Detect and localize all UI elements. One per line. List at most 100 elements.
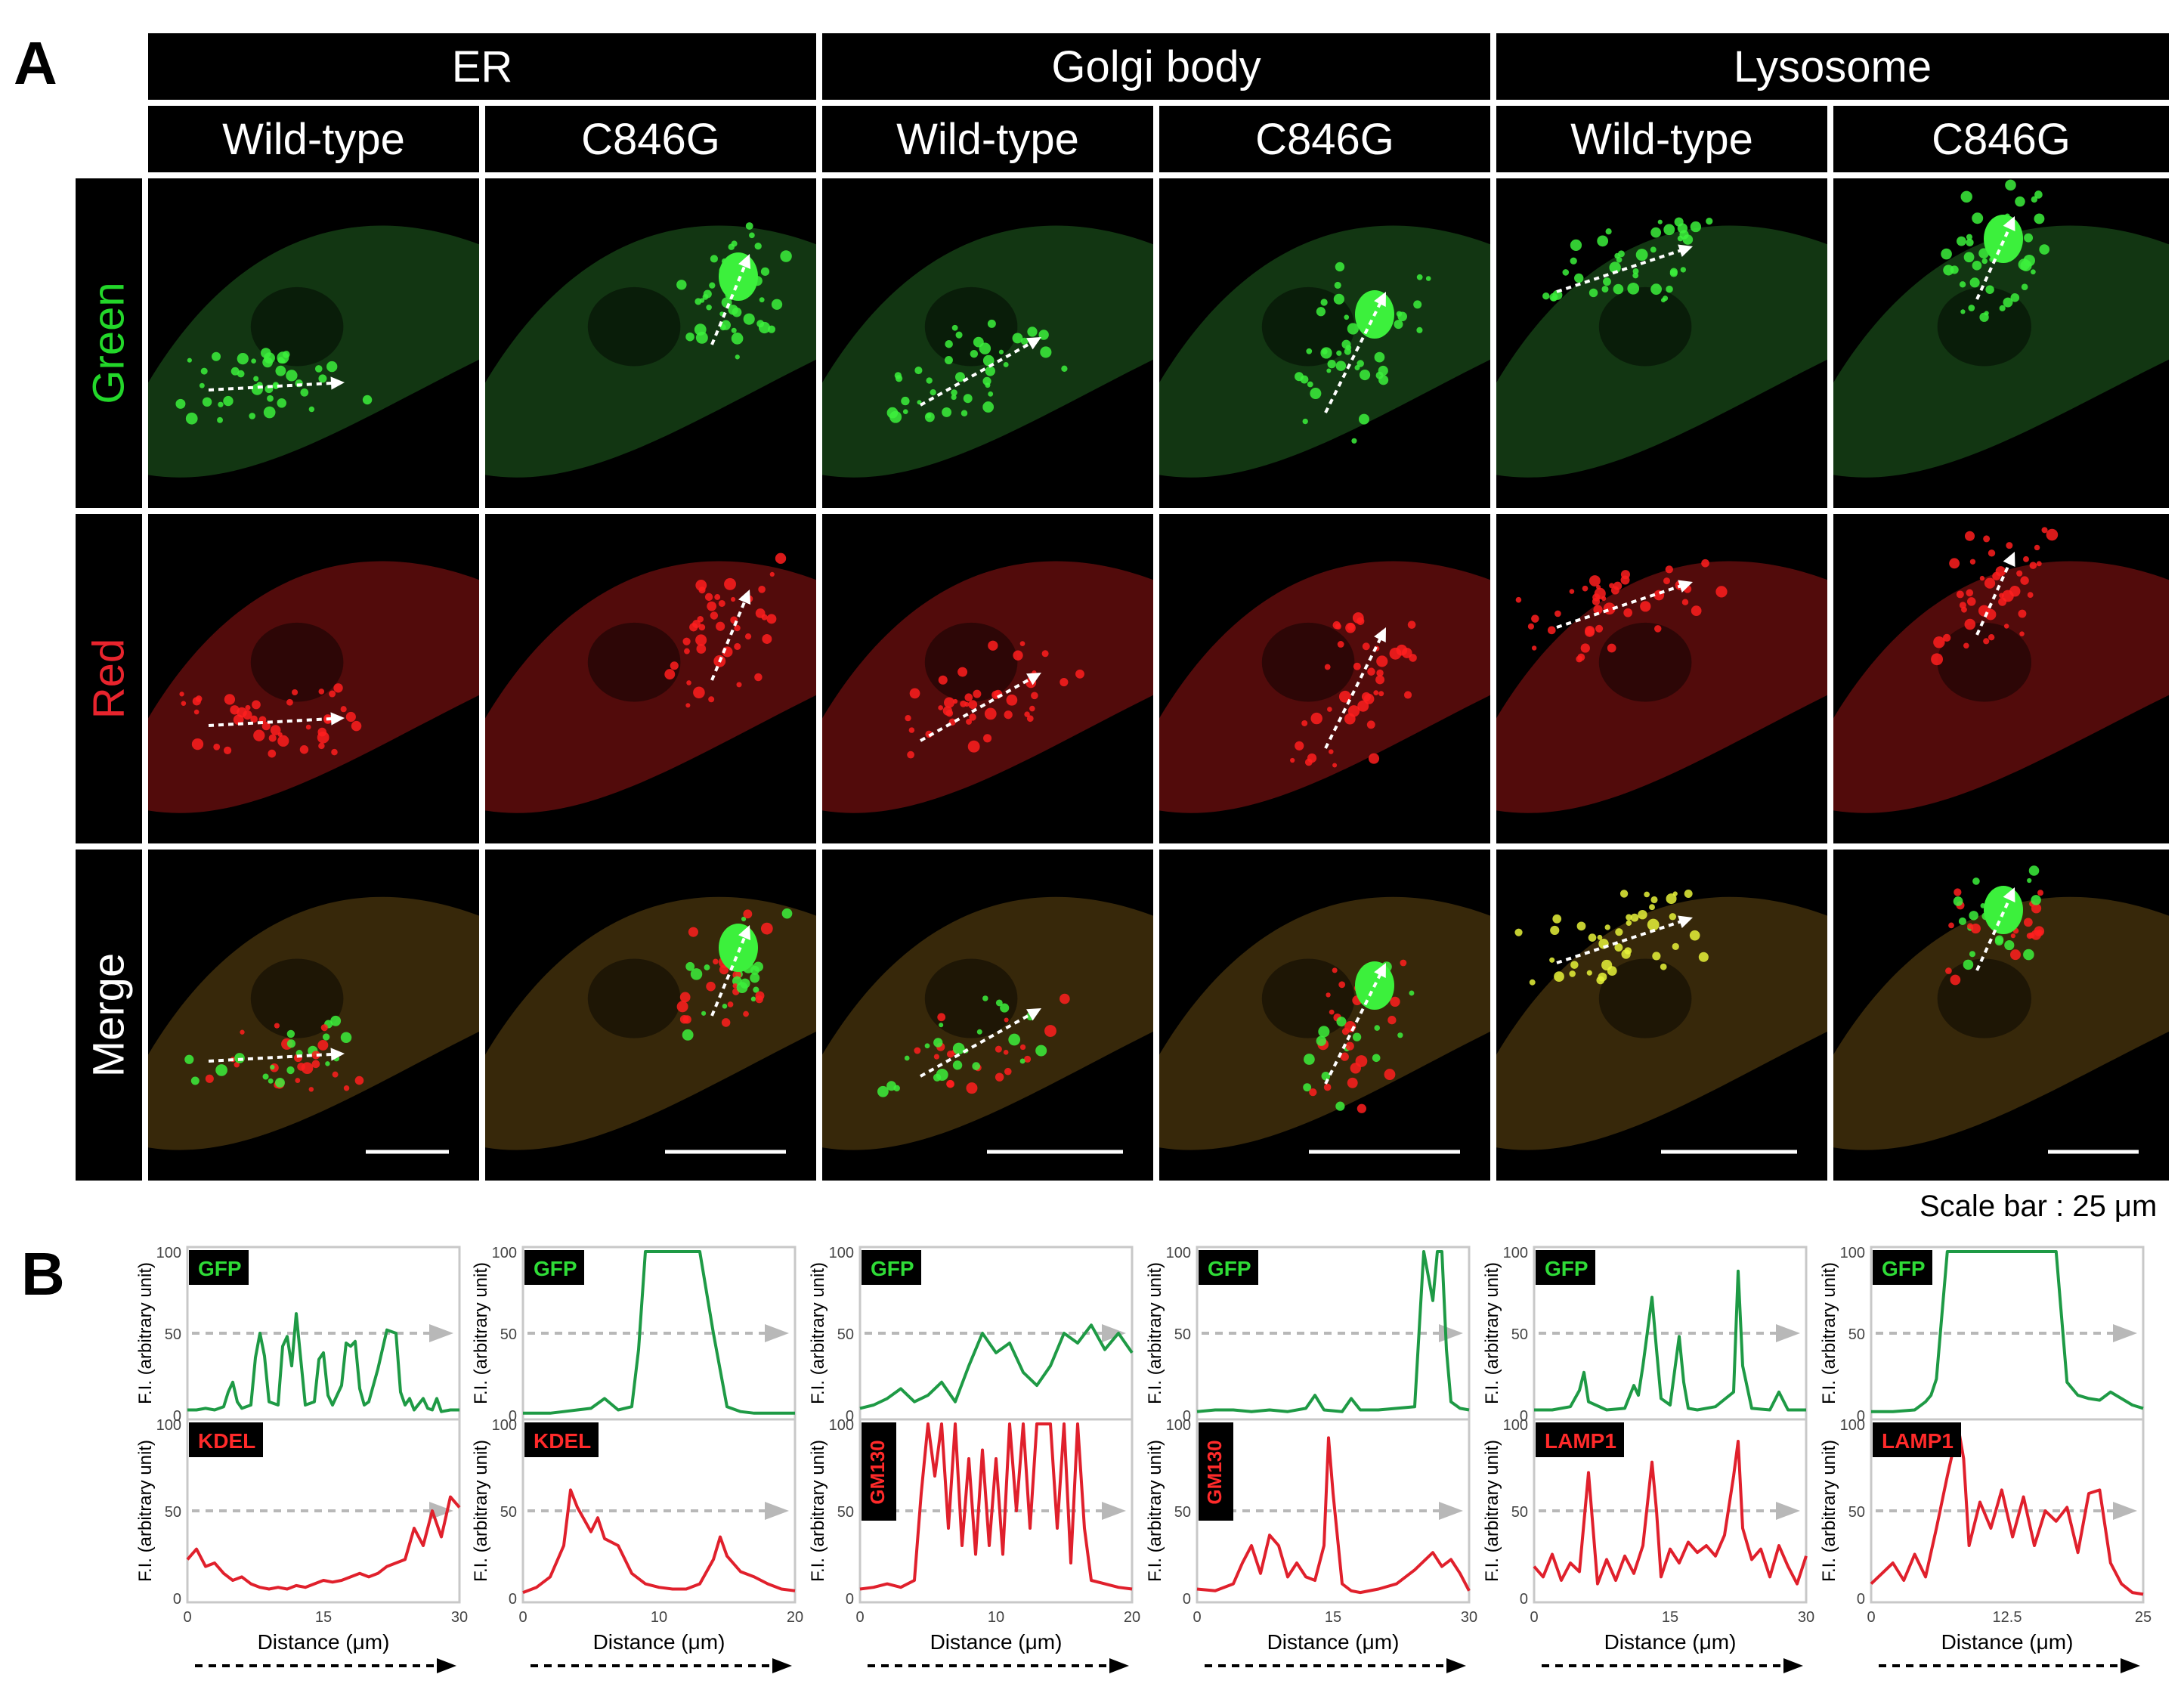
fluorescent-puncta (1376, 655, 1388, 667)
fluorescent-puncta (758, 321, 771, 334)
fluorescent-puncta (1657, 219, 1663, 224)
fluorescent-puncta (987, 319, 996, 328)
fluorescent-puncta (1672, 942, 1679, 950)
arrowhead (2003, 887, 2015, 902)
fluorescent-puncta (318, 689, 325, 695)
fluorescent-puncta (1585, 625, 1595, 636)
fluorescent-puncta (1549, 957, 1555, 963)
condition-header: Wild-type (148, 106, 479, 172)
fluorescent-puncta (340, 706, 347, 713)
x-axis-label: Distance (μm) (593, 1630, 725, 1654)
y-tick-label: 50 (837, 1504, 854, 1521)
cell-body (485, 561, 816, 813)
fluorescent-puncta (966, 718, 972, 725)
line-scan-arrow (1556, 247, 1685, 293)
distance-arrowhead (1109, 1658, 1129, 1673)
fluorescent-puncta (1640, 601, 1651, 612)
fluorescent-puncta (2031, 895, 2041, 905)
fluorescent-puncta (1301, 720, 1308, 726)
fluorescent-puncta (2036, 561, 2042, 567)
arrowhead (738, 590, 751, 605)
intensity-line-gfp (187, 1312, 459, 1413)
fluorescent-puncta (714, 594, 721, 600)
fluorescent-puncta (1322, 348, 1328, 355)
micrograph-red-lysosome-c846g (1833, 514, 2169, 843)
fluorescent-puncta (1979, 312, 1989, 322)
nucleus (250, 286, 344, 367)
panel-b-label: B (21, 1240, 65, 1308)
fluorescent-puncta (275, 1078, 285, 1088)
fluorescent-puncta (1706, 218, 1713, 225)
fluorescent-puncta (191, 738, 204, 751)
fluorescent-puncta (731, 333, 744, 345)
fluorescent-puncta (1003, 1050, 1009, 1055)
fluorescent-puncta (731, 327, 737, 333)
marker-tag: LAMP1 (1545, 1429, 1616, 1453)
fluorescent-puncta (985, 382, 991, 388)
fluorescent-puncta (685, 961, 695, 971)
fluorescent-puncta (1972, 877, 1980, 885)
fluorescent-puncta (263, 406, 276, 419)
line-scan-arrow (1324, 298, 1384, 413)
fluorescent-puncta (308, 406, 315, 413)
fluorescent-puncta (1347, 623, 1355, 631)
fluorescent-puncta (1650, 896, 1658, 904)
fluorescent-puncta (1619, 890, 1629, 898)
fluorescent-puncta (679, 992, 691, 1003)
fluorescent-puncta (697, 615, 704, 623)
fluorescent-puncta (1609, 262, 1621, 274)
fluorescent-puncta (1359, 369, 1371, 381)
fluorescent-puncta (753, 986, 759, 993)
micrograph-red-er-c846g (485, 514, 816, 843)
cell-body (1833, 896, 2169, 1150)
fluorescent-puncta (1327, 360, 1336, 369)
fluorescent-puncta (1375, 675, 1385, 685)
fluorescent-puncta (351, 720, 362, 732)
x-tick-label: 25 (2135, 1609, 2152, 1626)
fluorescent-puncta (908, 727, 915, 733)
fluorescent-puncta (2023, 949, 2034, 961)
fluorescent-puncta (1569, 589, 1575, 594)
fluorescent-puncta (2010, 949, 2021, 961)
fluorescent-puncta (2034, 190, 2043, 199)
line-scan-arrow (208, 381, 337, 392)
fluorescent-puncta (1515, 596, 1522, 603)
fluorescent-puncta (212, 351, 221, 361)
fluorescent-puncta (1588, 933, 1597, 942)
fluorescent-puncta (1597, 934, 1603, 940)
fluorescent-puncta (2016, 570, 2023, 577)
intensity-line-kdel (522, 1488, 796, 1594)
fluorescent-puncta (902, 409, 908, 414)
fluorescent-puncta (1638, 909, 1647, 920)
fluorescent-puncta (1956, 590, 1964, 599)
intensity-line-gfp (1534, 1269, 1806, 1412)
x-tick-label: 10 (988, 1609, 1004, 1626)
fluorescent-puncta (2034, 213, 2045, 224)
y-tick-label: 0 (1520, 1591, 1528, 1608)
fluorescent-puncta (2004, 939, 2015, 951)
fluorescent-puncta (237, 353, 249, 365)
fluorescent-puncta (1026, 715, 1034, 723)
marker-tag-box (1873, 1422, 1961, 1457)
y-tick-label: 50 (1174, 1326, 1191, 1343)
fluorescent-puncta (690, 968, 703, 980)
fluorescent-puncta (877, 1085, 889, 1097)
y-tick-label: 50 (500, 1326, 517, 1343)
fluorescent-puncta (1669, 268, 1678, 276)
fluorescent-puncta (1542, 292, 1550, 300)
condition-header: Wild-type (1496, 106, 1827, 172)
fluorescent-puncta (933, 1038, 943, 1048)
x-axis-label: Distance (μm) (930, 1630, 1063, 1654)
nucleus (1598, 622, 1692, 702)
fluorescent-puncta (1957, 236, 1966, 246)
fluorescent-puncta (249, 413, 256, 419)
x-tick-label: 30 (1461, 1609, 1477, 1626)
fluorescent-puncta (311, 1051, 320, 1060)
fluorescent-puncta (734, 624, 741, 632)
fluorescent-puncta (251, 358, 256, 364)
fluorescent-puncta (1649, 904, 1655, 911)
y-tick-label: 100 (1166, 1245, 1191, 1261)
y-tick-label: 100 (1503, 1417, 1528, 1434)
fluorescent-puncta (933, 1054, 940, 1060)
